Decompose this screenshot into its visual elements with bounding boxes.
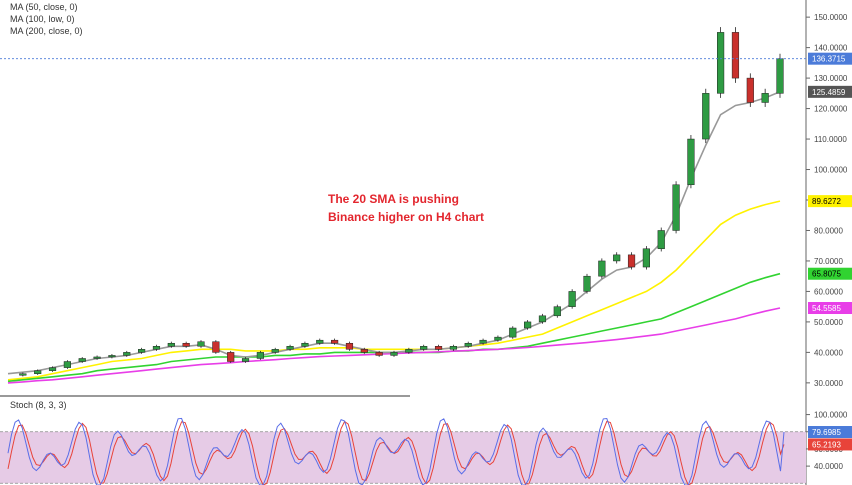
price-tick-label: 130.0000 (814, 74, 848, 83)
price-tick-label: 60.0000 (814, 287, 843, 296)
candle-body (152, 346, 161, 350)
candle-body (405, 349, 413, 353)
price-badge-label: 89.6272 (812, 197, 841, 206)
candle-body (420, 346, 428, 350)
candle-body (316, 339, 324, 344)
price-tick-label: 110.0000 (814, 135, 847, 144)
stoch-badge (808, 426, 852, 439)
price-tick-label: 30.0000 (814, 379, 843, 388)
price-badge (808, 195, 852, 208)
candle-body (613, 254, 621, 262)
candle-body (524, 321, 532, 329)
candle-body (167, 342, 175, 347)
candle-body (256, 352, 264, 359)
ma-line (7, 307, 781, 384)
candle-body (331, 339, 339, 344)
candle-body (390, 352, 398, 356)
candle-body (583, 275, 591, 292)
ma-200-label: MA (200, close, 0) (10, 26, 83, 36)
candle-body (761, 93, 769, 103)
candle-body (568, 291, 576, 307)
main-grid (0, 0, 807, 485)
candle-body (197, 341, 205, 347)
candle-body (63, 361, 71, 368)
candle-body (702, 93, 710, 140)
candle-body (494, 336, 502, 341)
candle-body (657, 230, 665, 250)
candle-body (642, 248, 650, 268)
price-badge (808, 52, 852, 65)
price-badge-label: 125.4859 (812, 88, 846, 97)
candle-body (78, 358, 86, 362)
price-badge-label: 54.5585 (812, 304, 841, 313)
candle-body (449, 346, 457, 350)
candle-body (345, 342, 354, 350)
candle-body (731, 32, 740, 79)
candle-body (108, 355, 116, 358)
price-badge (808, 267, 852, 280)
candle-body (19, 373, 27, 376)
candle-body (360, 349, 368, 353)
stoch-band (0, 431, 806, 484)
candle-body (286, 346, 294, 350)
price-badge-label: 65.8075 (812, 270, 841, 279)
stoch-badge-label: 65.2193 (812, 440, 841, 449)
candle-body (301, 342, 309, 347)
stochastic-badges: 79.6985 65.2193 (808, 426, 852, 451)
stoch-tick-label: 100.0000 (814, 411, 848, 420)
candle-body (687, 138, 695, 186)
candle-body (434, 346, 443, 350)
stoch-badge (808, 438, 852, 451)
price-tick-label: 150.0000 (814, 13, 848, 22)
candle-body (746, 77, 754, 103)
candle-body (598, 260, 606, 277)
candle-body (553, 306, 561, 317)
price-tick-label: 100.0000 (814, 166, 848, 175)
price-tick-label: 120.0000 (814, 105, 848, 114)
candle-body (271, 349, 279, 353)
candle-body (479, 339, 487, 344)
candle-body (717, 32, 725, 94)
candle-body (212, 341, 220, 353)
price-tick-label: 80.0000 (814, 226, 843, 235)
price-badge (808, 302, 852, 315)
stoch-tick-label: 40.0000 (814, 462, 843, 471)
chart-annotation: The 20 SMA is pushing Binance higher on … (328, 190, 484, 226)
candle-body (509, 327, 517, 338)
stochastic-panel (0, 417, 806, 485)
ma-line (7, 272, 781, 383)
ma-50-label: MA (50, close, 0) (10, 2, 78, 12)
price-badges: 136.3715 125.4859 89.6272 65.8075 54.5585 (808, 52, 852, 315)
price-tick-label: 40.0000 (814, 348, 843, 357)
price-badge (808, 85, 852, 98)
price-tick-label: 70.0000 (814, 257, 843, 266)
annotation-line-2: Binance higher on H4 chart (328, 210, 485, 224)
candle-body (672, 184, 680, 231)
stoch-badge-label: 79.6985 (812, 428, 841, 437)
candle-body (138, 349, 146, 353)
candlesticks (19, 27, 784, 377)
candle-body (776, 58, 784, 94)
candle-body (48, 367, 57, 371)
candle-body (123, 352, 131, 356)
candle-body (34, 370, 42, 374)
candle-body (227, 352, 235, 362)
stoch-label: Stoch (8, 3, 3) (10, 400, 67, 410)
candle-body (538, 315, 547, 323)
candle-body (627, 254, 636, 268)
candle-body (182, 342, 190, 347)
candle-body (93, 356, 101, 359)
candle-body (464, 342, 472, 347)
price-tick-label: 50.0000 (814, 318, 843, 327)
candle-body (375, 352, 383, 356)
ma-100-label: MA (100, low, 0) (10, 14, 75, 24)
stoch-k-line (7, 417, 785, 485)
ma-line (7, 200, 781, 381)
candle-body (241, 358, 250, 362)
price-tick-label: 140.0000 (814, 44, 848, 53)
annotation-line-1: The 20 SMA is pushing (328, 192, 459, 206)
price-badge-label: 136.3715 (812, 55, 846, 64)
